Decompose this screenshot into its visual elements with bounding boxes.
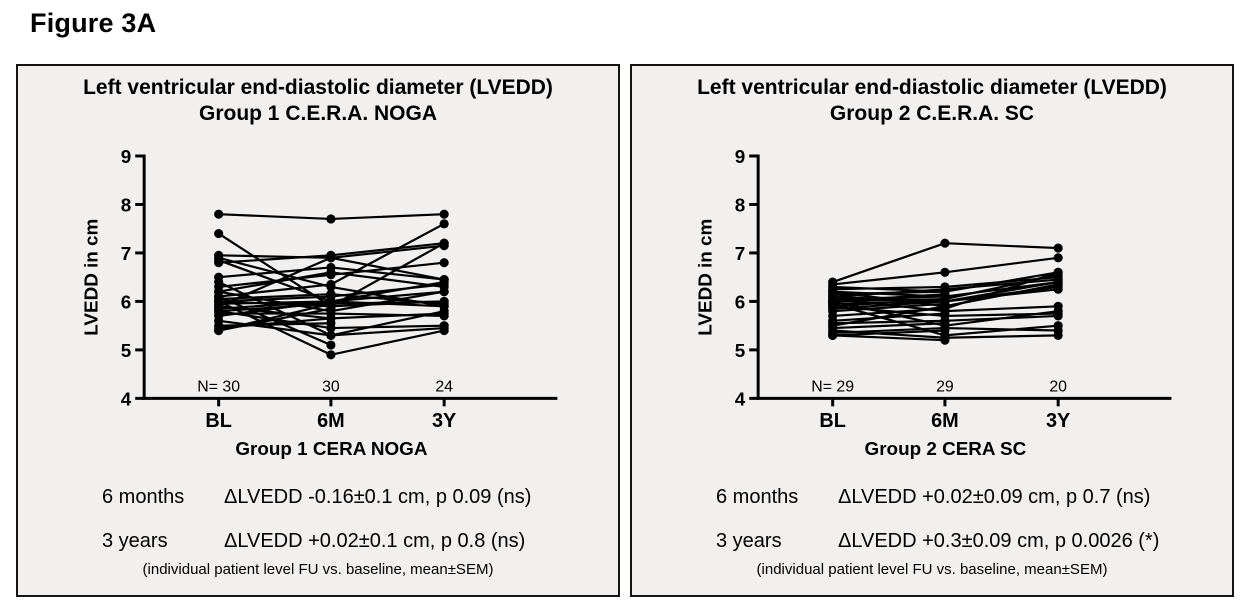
stat-result-text: ΔLVEDD -0.16±0.1 cm, p 0.09 (ns)	[224, 486, 532, 508]
x-tick-label: 3Y	[1046, 410, 1070, 432]
stat-result-text: ΔLVEDD +0.02±0.09 cm, p 0.7 (ns)	[838, 486, 1151, 508]
footnote-group1: (individual patient level FU vs. baselin…	[142, 561, 494, 578]
stat-row-6-months: 6 months ΔLVEDD -0.16±0.1 cm, p 0.09 (ns…	[102, 484, 610, 511]
n-count-label: N= 29	[811, 378, 854, 395]
stat-row-3-years: 3 years ΔLVEDD +0.02±0.1 cm, p 0.8 (ns)	[102, 528, 610, 555]
series-markers	[214, 209, 449, 360]
n-count-label: 20	[1049, 378, 1067, 395]
panel-title-group1: Left ventricular end-diastolic diameter …	[20, 75, 616, 127]
axes	[135, 154, 558, 407]
panel-row: Left ventricular end-diastolic diameter …	[16, 64, 1234, 597]
x-tick-label: 3Y	[432, 410, 456, 432]
stat-row-3-years: 3 years ΔLVEDD +0.3±0.09 cm, p 0.0026 (*…	[716, 528, 1224, 555]
n-count-label: 29	[936, 378, 954, 395]
panel-group2-cera-sc: Left ventricular end-diastolic diameter …	[630, 64, 1234, 597]
panel-title-line2: Group 2 C.E.R.A. SC	[829, 102, 1035, 125]
panel-title-group2: Left ventricular end-diastolic diameter …	[634, 75, 1230, 127]
stat-period-label: 6 months	[716, 486, 799, 508]
svg-text:7: 7	[121, 243, 131, 264]
footnote-group2: (individual patient level FU vs. baselin…	[756, 561, 1108, 578]
stats-block-group1: 6 months ΔLVEDD -0.16±0.1 cm, p 0.09 (ns…	[102, 484, 610, 572]
y-axis-title: LVEDD in cm	[80, 219, 101, 336]
stat-row-6-months: 6 months ΔLVEDD +0.02±0.09 cm, p 0.7 (ns…	[716, 484, 1224, 511]
svg-text:8: 8	[735, 194, 746, 215]
panel-title-line1: Left ventricular end-diastolic diameter …	[697, 76, 1167, 99]
x-tick-label: BL	[205, 410, 231, 432]
svg-text:7: 7	[735, 243, 746, 264]
lvedd-spaghetti-plot-group2: 9 8 7 6 5 4 LVEDD in cm N= 29 29 20 BL 6M 3Y Group 2 …	[632, 144, 1232, 464]
svg-text:6: 6	[121, 291, 131, 312]
svg-text:5: 5	[121, 340, 131, 361]
y-axis-title: LVEDD in cm	[694, 219, 715, 336]
figure-label: Figure 3A	[30, 8, 157, 38]
n-count-label: 30	[322, 378, 340, 395]
x-axis-title: Group 1 CERA NOGA	[235, 438, 427, 459]
x-tick-label: 6M	[317, 410, 345, 432]
lvedd-spaghetti-plot-group1: 9 8 7 6 5 4 LVEDD in cm N= 30 30 24 BL 6M 3Y Group 1 …	[18, 144, 618, 464]
panel-title-line1: Left ventricular end-diastolic diameter …	[83, 76, 553, 99]
x-axis-title: Group 2 CERA SC	[865, 438, 1027, 459]
series-markers	[828, 238, 1063, 345]
x-tick-label: 6M	[931, 410, 959, 432]
svg-text:5: 5	[735, 340, 746, 361]
svg-text:6: 6	[735, 291, 746, 312]
panel-title-line2: Group 1 C.E.R.A. NOGA	[198, 102, 437, 125]
svg-text:4: 4	[121, 388, 132, 409]
svg-text:8: 8	[121, 194, 131, 215]
axis-labels: 9 8 7 6 5 4 LVEDD in cm N= 29 29 20 BL 6M 3Y Group 2 …	[694, 146, 1070, 459]
stat-period-label: 3 years	[102, 530, 168, 552]
svg-text:9: 9	[121, 146, 131, 167]
n-count-label: 24	[435, 378, 453, 395]
stat-period-label: 6 months	[102, 486, 185, 508]
n-count-label: N= 30	[197, 378, 240, 395]
x-tick-label: BL	[819, 410, 845, 432]
stat-result-text: ΔLVEDD +0.02±0.1 cm, p 0.8 (ns)	[224, 530, 526, 552]
panel-group1-cera-noga: Left ventricular end-diastolic diameter …	[16, 64, 620, 597]
axes	[749, 154, 1172, 407]
stats-block-group2: 6 months ΔLVEDD +0.02±0.09 cm, p 0.7 (ns…	[716, 484, 1224, 572]
svg-text:9: 9	[735, 146, 746, 167]
svg-text:4: 4	[735, 388, 746, 409]
stat-period-label: 3 years	[716, 530, 782, 552]
stat-result-text: ΔLVEDD +0.3±0.09 cm, p 0.0026 (*)	[838, 530, 1160, 552]
lvedd-chart-group2: 9 8 7 6 5 4 LVEDD in cm N= 29 29 20 BL 6M 3Y Group 2 …	[694, 146, 1172, 459]
